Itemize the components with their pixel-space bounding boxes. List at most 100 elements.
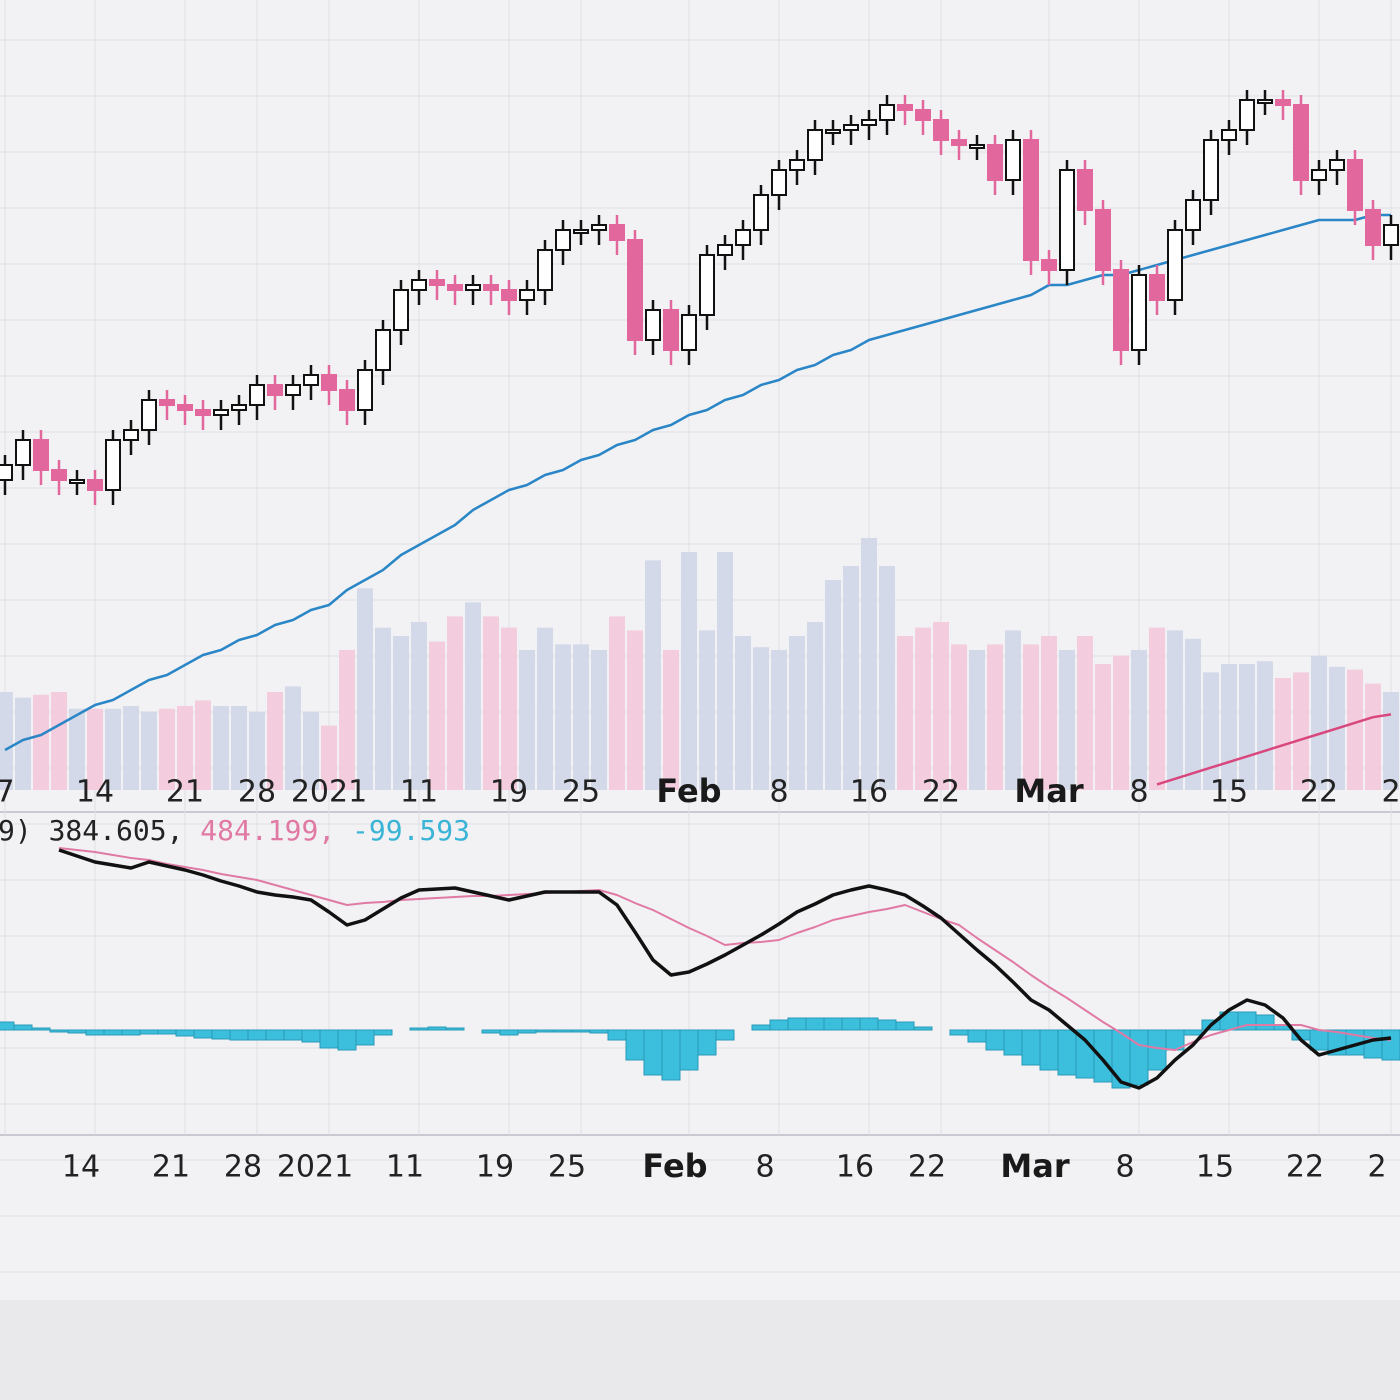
- histogram-bar: [1147, 1029, 1167, 1071]
- candle-body: [105, 439, 121, 491]
- volume-bar: [411, 622, 427, 790]
- volume-bar: [735, 636, 751, 790]
- volume-bar: [231, 706, 247, 790]
- histogram-bar: [697, 1029, 717, 1056]
- candle-body: [357, 369, 373, 411]
- volume-bar: [1023, 644, 1039, 790]
- volume-bar: [1365, 683, 1381, 790]
- candle-body: [1383, 224, 1399, 246]
- candle-body: [69, 479, 85, 484]
- x-tick-label: 16: [836, 1150, 874, 1185]
- candle-body: [1167, 229, 1183, 301]
- histogram-bar: [1075, 1029, 1095, 1079]
- histogram-bar: [193, 1029, 213, 1039]
- x-tick-label: 19: [476, 1150, 514, 1185]
- x-tick-label: 22: [908, 1150, 946, 1185]
- candle-body: [303, 374, 319, 386]
- volume-bar: [825, 580, 841, 790]
- volume-bar: [1167, 630, 1183, 790]
- volume-bar: [483, 616, 499, 790]
- histogram-bar: [319, 1029, 339, 1049]
- volume-bar: [969, 650, 985, 790]
- x-tick-label: 8: [1129, 775, 1148, 810]
- candle-body: [1023, 139, 1039, 261]
- x-tick-label: 25: [562, 775, 600, 810]
- candle-body: [699, 254, 715, 316]
- volume-bar: [1131, 650, 1147, 790]
- histogram-bar: [1093, 1029, 1113, 1083]
- volume-bar: [195, 700, 211, 790]
- histogram-bar: [373, 1029, 393, 1036]
- price-panel: [0, 90, 1399, 752]
- histogram-bar: [247, 1029, 267, 1041]
- candle-body: [951, 139, 967, 146]
- volume-bar: [663, 650, 679, 790]
- candle-body: [1329, 159, 1345, 171]
- volume-bar: [771, 650, 787, 790]
- macd-value: 9) 384.605,: [0, 814, 183, 847]
- histogram-bar: [625, 1029, 645, 1061]
- histogram-bar: [661, 1029, 681, 1081]
- candle-body: [1131, 274, 1147, 351]
- macd-line: [58, 847, 1392, 1051]
- histogram-bar: [13, 1024, 33, 1031]
- candle-body: [1275, 99, 1291, 106]
- candle-body: [87, 479, 103, 491]
- volume-bar: [753, 647, 769, 790]
- volume-bar: [321, 725, 337, 790]
- x-tick-label: Feb: [642, 1147, 707, 1185]
- macd-readout: 9) 384.605, 484.199, -99.593: [0, 814, 470, 847]
- candle-body: [915, 109, 931, 121]
- histogram-bar: [787, 1017, 807, 1031]
- x-tick-label: 11: [386, 1150, 424, 1185]
- volume-bar: [861, 538, 877, 790]
- volume-bar: [915, 627, 931, 790]
- candle-body: [1257, 99, 1273, 104]
- candle-body: [141, 399, 157, 431]
- histogram-bar: [823, 1017, 843, 1031]
- volume-bar: [897, 636, 913, 790]
- histogram-bar: [589, 1029, 609, 1034]
- volume-bar: [249, 711, 265, 790]
- histogram-bar: [1129, 1029, 1149, 1086]
- candle-body: [1239, 99, 1255, 131]
- volume-bar: [141, 711, 157, 790]
- histogram-bar: [553, 1029, 573, 1033]
- candle-body: [285, 384, 301, 396]
- histogram-bar: [0, 1021, 15, 1031]
- candle-body: [573, 229, 589, 234]
- volume-bar: [1095, 664, 1111, 790]
- candle-body: [519, 289, 535, 301]
- volume-bar: [519, 650, 535, 790]
- volume-bar: [447, 616, 463, 790]
- volume-bar: [123, 706, 139, 790]
- volume-bar: [1077, 636, 1093, 790]
- volume-bar: [501, 627, 517, 790]
- histogram-bar: [859, 1017, 879, 1031]
- signal-value: 484.199,: [200, 814, 335, 847]
- volume-panel: [0, 538, 1399, 790]
- candle-body: [1095, 209, 1111, 271]
- histogram-bar: [895, 1021, 915, 1031]
- volume-bar: [1347, 669, 1363, 790]
- candle-body: [465, 284, 481, 291]
- volume-bar: [951, 644, 967, 790]
- histogram-bar: [1021, 1029, 1041, 1066]
- volume-bar: [357, 588, 373, 790]
- histogram-bar: [913, 1026, 933, 1031]
- histogram-bar: [643, 1029, 663, 1076]
- histogram-bar: [1183, 1029, 1203, 1036]
- candle-body: [807, 129, 823, 161]
- candle-body: [1059, 169, 1075, 271]
- candle-body: [0, 464, 13, 481]
- volume-bar: [645, 560, 661, 790]
- candle-body: [429, 279, 445, 286]
- candle-body: [771, 169, 787, 196]
- candle-body: [195, 409, 211, 416]
- candle-body: [1077, 169, 1093, 211]
- histogram-value: -99.593: [352, 814, 470, 847]
- histogram-bar: [157, 1029, 177, 1035]
- candle-body: [537, 249, 553, 291]
- candle-body: [339, 389, 355, 411]
